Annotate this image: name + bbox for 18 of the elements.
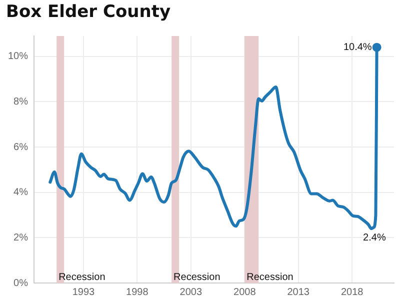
y-tick-label: 2% bbox=[14, 232, 28, 244]
annotation: 2.4% bbox=[363, 232, 386, 244]
x-tick-label: 1998 bbox=[126, 286, 149, 298]
x-tick-label: 2003 bbox=[180, 286, 202, 298]
x-tick-label: 1993 bbox=[72, 286, 96, 298]
band-label: Recession bbox=[174, 272, 220, 283]
x-tick-label: 2018 bbox=[340, 286, 364, 298]
y-tick-label: 6% bbox=[14, 142, 28, 153]
annotation: 10.4% bbox=[343, 42, 372, 54]
x-tick-label: 2008 bbox=[234, 286, 256, 298]
y-tick-label: 0% bbox=[14, 278, 28, 289]
band-label: Recession bbox=[246, 272, 294, 283]
chart-title: Box Elder County bbox=[6, 2, 171, 22]
y-tick-label: 10% bbox=[8, 51, 28, 62]
y-tick-label: 4% bbox=[14, 187, 28, 198]
x-tick-label: 2013 bbox=[287, 286, 310, 298]
band-label: Recession bbox=[58, 272, 106, 283]
y-tick-label: 8% bbox=[14, 96, 28, 108]
